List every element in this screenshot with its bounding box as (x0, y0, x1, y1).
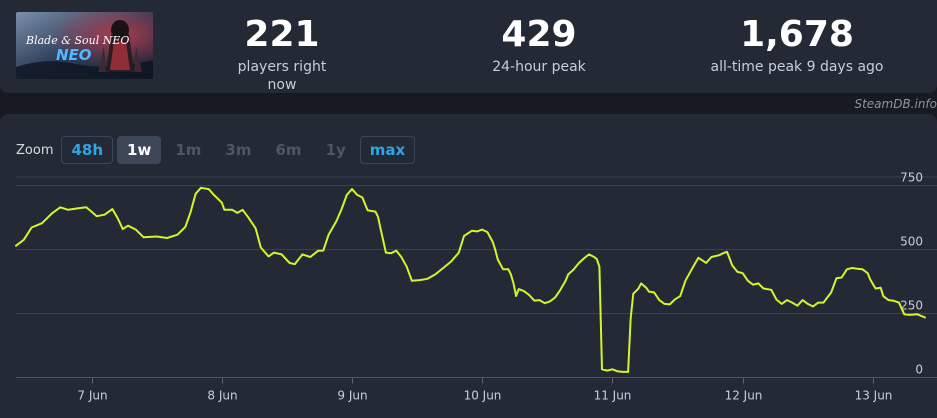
zoom-1y-button[interactable]: 1y (325, 141, 346, 159)
game-logo-neo: NEO (56, 46, 92, 64)
stat-value: 1,678 (740, 14, 854, 55)
zoom-label: Zoom (16, 142, 54, 158)
zoom-3m-button[interactable]: 3m (225, 141, 252, 159)
x-tick-label: 11 Jun (594, 389, 632, 403)
stat-current-players: 221 players right now (222, 14, 342, 94)
stat-value: 429 (501, 14, 577, 55)
zoom-6m-button[interactable]: 6m (275, 141, 302, 159)
x-tick-label: 9 Jun (337, 389, 367, 403)
y-tick-label: 250 (900, 299, 923, 313)
x-tick-label: 7 Jun (77, 389, 107, 403)
x-tick-label: 13 Jun (855, 389, 893, 403)
chart-series (15, 186, 926, 373)
y-tick-label: 500 (900, 235, 923, 249)
zoom-48h-button[interactable]: 48h (61, 136, 114, 164)
stats-panel: Blade & Soul NEO NEO 221 players right n… (0, 0, 937, 93)
game-banner-image[interactable]: Blade & Soul NEO NEO (16, 12, 153, 79)
series-line-players (15, 186, 926, 373)
zoom-1w-button[interactable]: 1w (117, 136, 162, 164)
x-tick-label: 12 Jun (725, 389, 763, 403)
zoom-1m-button[interactable]: 1m (175, 141, 202, 159)
chart-panel: Zoom 48h 1w 1m 3m 6m 1y max 0 250 500 750 7… (0, 114, 937, 418)
zoom-bar: Zoom 48h 1w 1m 3m 6m 1y max (16, 136, 419, 164)
game-banner-art: Blade & Soul NEO NEO (16, 12, 153, 79)
steamdb-watermark[interactable]: SteamDB.info (854, 97, 937, 111)
game-logo-text: Blade & Soul NEO (25, 34, 129, 47)
player-count-chart[interactable]: 0 250 500 750 7 Jun 8 Jun 9 Jun 10 Jun 11 Jun 12… (0, 114, 937, 418)
x-tick-label: 8 Jun (207, 389, 237, 403)
stat-24h-peak: 429 24-hour peak (469, 14, 609, 76)
x-axis-ticks (92, 377, 874, 384)
stat-all-time-peak: 1,678 all-time peak 9 days ago (706, 14, 888, 76)
x-axis-labels: 7 Jun 8 Jun 9 Jun 10 Jun 11 Jun 12 Jun 13 Jun (77, 389, 892, 403)
stat-value: 221 (244, 14, 320, 55)
x-tick-label: 10 Jun (464, 389, 502, 403)
zoom-max-button[interactable]: max (359, 136, 416, 164)
y-axis-labels: 0 250 500 750 (900, 171, 923, 377)
y-tick-label: 750 (900, 171, 923, 185)
chart-grid (16, 176, 937, 378)
stat-label: 24-hour peak (492, 59, 586, 75)
stat-label: players right now (237, 59, 327, 93)
y-tick-label: 0 (915, 363, 923, 377)
stat-label: all-time peak 9 days ago (710, 59, 884, 75)
